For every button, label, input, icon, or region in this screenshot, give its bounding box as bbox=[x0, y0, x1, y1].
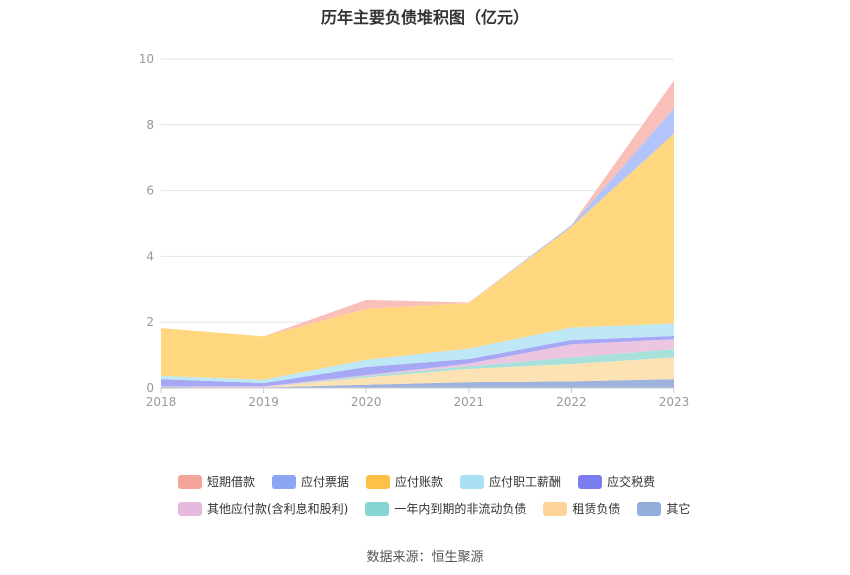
area-series bbox=[161, 133, 674, 380]
x-axis: 2018 2019 2020 2021 2022 2023 bbox=[146, 387, 690, 409]
legend-item[interactable]: 应付账款 bbox=[366, 473, 443, 490]
legend-label: 一年内到期的非流动负债 bbox=[394, 502, 527, 516]
y-tick-label: 4 bbox=[146, 249, 154, 263]
x-tick-label: 2023 bbox=[659, 395, 690, 409]
y-axis: 0 2 4 6 8 10 bbox=[139, 52, 154, 395]
legend-swatch bbox=[637, 501, 662, 516]
legend-row: 其他应付款(含利息和股利) 一年内到期的非流动负债 租赁负债 其它 bbox=[178, 500, 698, 517]
legend-swatch bbox=[365, 501, 390, 516]
x-tick-label: 2020 bbox=[351, 395, 382, 409]
y-tick-label: 8 bbox=[146, 118, 154, 132]
x-tick-label: 2022 bbox=[556, 395, 587, 409]
area-series bbox=[161, 339, 674, 388]
legend-item[interactable]: 短期借款 bbox=[178, 473, 255, 490]
area-series bbox=[161, 323, 674, 384]
y-tick-label: 2 bbox=[146, 315, 154, 329]
chart-title: 历年主要负债堆积图（亿元） bbox=[320, 8, 529, 27]
y-tick-label: 10 bbox=[139, 52, 154, 66]
legend-swatch bbox=[178, 501, 202, 516]
area-series-group bbox=[161, 80, 674, 388]
legend-label: 其它 bbox=[666, 502, 691, 516]
y-tick-label: 0 bbox=[146, 381, 154, 395]
y-tick-label: 6 bbox=[146, 184, 154, 198]
data-source-note: 数据来源：恒生聚源 bbox=[366, 550, 484, 565]
legend-label: 应交税费 bbox=[607, 475, 656, 489]
area-series bbox=[161, 357, 674, 388]
legend-item[interactable]: 应付职工薪酬 bbox=[460, 473, 561, 490]
x-tick-label: 2018 bbox=[146, 395, 177, 409]
legend-label: 应付职工薪酬 bbox=[489, 475, 562, 489]
legend-label: 应付票据 bbox=[301, 475, 350, 489]
legend-swatch bbox=[178, 474, 202, 489]
legend-item[interactable]: 其他应付款(含利息和股利) bbox=[178, 500, 348, 517]
stacked-area-chart: 2018 2019 2020 2021 2022 2023 0 2 4 6 8 10 bbox=[139, 52, 690, 409]
legend-swatch bbox=[543, 501, 568, 516]
x-tick-label: 2021 bbox=[454, 395, 485, 409]
legend-item[interactable]: 其它 bbox=[637, 500, 690, 517]
area-series bbox=[161, 336, 674, 387]
legend-item[interactable]: 应交税费 bbox=[578, 473, 655, 490]
x-tick-label: 2019 bbox=[248, 395, 279, 409]
area-series bbox=[161, 379, 674, 388]
legend-item[interactable]: 一年内到期的非流动负债 bbox=[365, 500, 526, 517]
legend-item[interactable]: 租赁负债 bbox=[543, 500, 620, 517]
legend-swatch bbox=[460, 474, 485, 489]
legend-label: 租赁负债 bbox=[572, 502, 621, 516]
legend-label: 短期借款 bbox=[207, 475, 256, 489]
legend-label: 其他应付款(含利息和股利) bbox=[207, 502, 349, 516]
legend-label: 应付账款 bbox=[395, 475, 444, 489]
legend-swatch bbox=[272, 474, 297, 489]
legend-row: 短期借款 应付票据 应付账款 应付职工薪酬 应交税费 bbox=[178, 473, 698, 490]
legend-swatch bbox=[366, 474, 391, 489]
legend: 短期借款 应付票据 应付账款 应付职工薪酬 应交税费 其他应付款(含利息和股利) 一年内到… bbox=[178, 473, 698, 527]
legend-item[interactable]: 应付票据 bbox=[272, 473, 349, 490]
legend-swatch bbox=[578, 474, 603, 489]
